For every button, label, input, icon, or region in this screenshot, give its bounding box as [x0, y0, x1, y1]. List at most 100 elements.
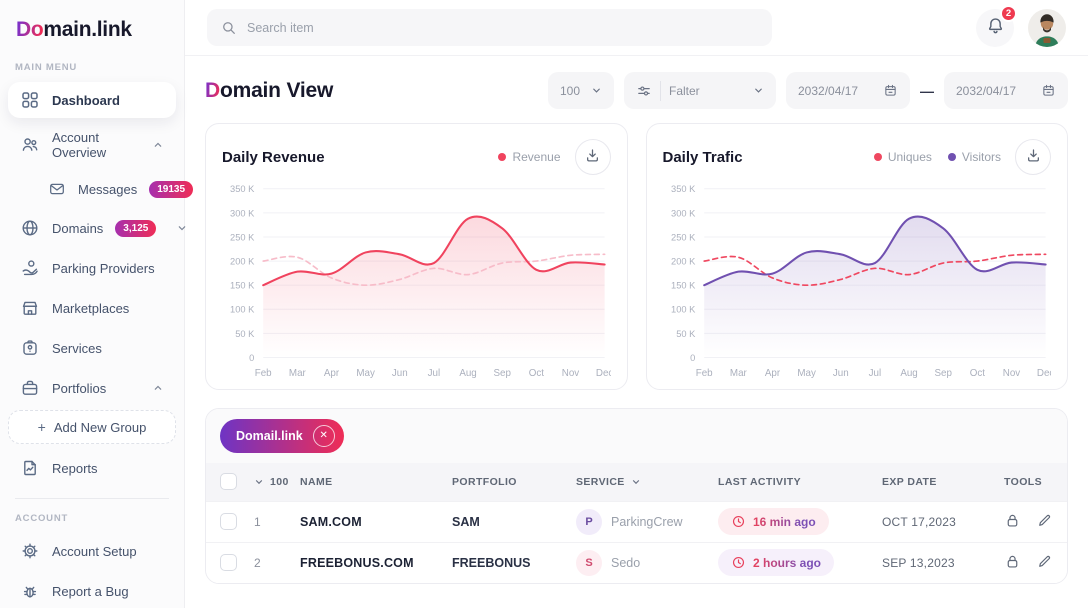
download-icon — [584, 147, 601, 167]
table-header-row: 100 NAME PORTFOLIO SERVICE LAST ACTIVITY… — [206, 462, 1067, 501]
sidebar-item-reports[interactable]: Reports — [8, 450, 176, 486]
download-chart-button[interactable] — [574, 139, 611, 175]
sidebar-item-portfolios[interactable]: Portfolios — [8, 370, 176, 406]
chevron-down-icon — [254, 477, 264, 487]
svg-text:May: May — [797, 368, 816, 379]
row-checkbox[interactable] — [220, 513, 237, 531]
search-input[interactable]: Search item — [207, 9, 772, 46]
sidebar-item-label: Report a Bug — [52, 583, 129, 599]
add-new-group-button[interactable]: + Add New Group — [8, 410, 176, 444]
sidebar-item-report-bug[interactable]: Report a Bug — [8, 573, 176, 608]
sidebar-item-label: Parking Providers — [52, 260, 155, 276]
service-avatar: S — [576, 549, 602, 576]
column-service[interactable]: SERVICE — [576, 476, 718, 488]
column-portfolio[interactable]: PORTFOLIO — [452, 475, 517, 488]
svg-text:300 K: 300 K — [230, 208, 255, 218]
svg-text:Jun: Jun — [832, 368, 848, 379]
sidebar-item-messages[interactable]: Messages 19135 — [8, 172, 194, 206]
date-range-separator: — — [920, 82, 934, 99]
tools-cell — [1004, 553, 1067, 573]
sidebar-item-dashboard[interactable]: Dashboard — [8, 82, 176, 118]
divider — [660, 80, 661, 101]
clock-icon — [731, 555, 746, 570]
edit-button[interactable] — [1036, 553, 1053, 573]
domain-name[interactable]: SAM.COM — [300, 514, 362, 529]
svg-text:Aug: Aug — [459, 368, 476, 379]
sidebar-item-label: Account Overview — [52, 130, 107, 160]
lock-button[interactable] — [1004, 553, 1021, 573]
avatar[interactable] — [1028, 8, 1066, 47]
legend-dot — [498, 153, 507, 161]
service-cell: S Sedo — [576, 549, 718, 576]
column-exp-date[interactable]: EXP DATE — [882, 475, 937, 488]
sidebar-item-marketplaces[interactable]: Marketplaces — [8, 290, 176, 326]
page-head: Domain View 100 Falter 2032/04/17 — [205, 72, 1068, 109]
page-controls: 100 Falter 2032/04/17 — — [548, 72, 1068, 109]
column-last-activity[interactable]: LAST ACTIVITY — [718, 475, 801, 488]
chevron-down-icon — [753, 85, 764, 96]
topbar: Search item 2 — [185, 0, 1088, 56]
app-logo[interactable]: Domain.link — [0, 14, 184, 58]
chart-legend: Revenue — [498, 150, 561, 164]
chevron-down-icon — [176, 222, 188, 234]
sidebar-item-parking-providers[interactable]: Parking Providers — [8, 250, 176, 286]
page-size-value: 100 — [560, 83, 581, 98]
lock-icon — [1004, 553, 1021, 573]
sidebar-item-services[interactable]: Services — [8, 330, 176, 366]
add-new-group-label: Add New Group — [53, 419, 147, 435]
logo-gradient-text: Do — [16, 18, 44, 41]
svg-text:Oct: Oct — [969, 368, 985, 379]
date-to-input[interactable]: 2032/04/17 — [944, 72, 1068, 109]
svg-text:350 K: 350 K — [671, 184, 696, 194]
service-name: ParkingCrew — [611, 514, 683, 529]
charts-row: Daily Revenue Revenue 350 K 300 K 250 K 200… — [205, 123, 1068, 390]
sidebar-item-label: Services — [52, 340, 102, 356]
sidebar-item-account-setup[interactable]: Account Setup — [8, 533, 176, 569]
last-activity-cell: 16 min ago — [718, 508, 882, 536]
service-cell: P ParkingCrew — [576, 508, 718, 535]
svg-text:Apr: Apr — [764, 368, 780, 379]
calendar-icon — [883, 83, 898, 98]
download-chart-button[interactable] — [1015, 139, 1051, 175]
svg-text:50 K: 50 K — [235, 329, 255, 339]
row-number: 2 — [254, 555, 261, 570]
svg-text:Sep: Sep — [493, 368, 511, 379]
svg-text:May: May — [356, 368, 375, 379]
row-checkbox[interactable] — [220, 554, 237, 572]
exp-date: OCT 17,2023 — [882, 514, 957, 529]
sidebar-item-domains[interactable]: Domains 3,125 — [8, 210, 186, 246]
notification-count-badge: 2 — [1000, 4, 1017, 22]
column-count[interactable]: 100 — [254, 476, 300, 488]
chevron-down-icon — [631, 477, 641, 487]
edit-button[interactable] — [1036, 512, 1053, 532]
filter-chip[interactable]: Domail.link ✕ — [220, 418, 344, 453]
select-all-checkbox[interactable] — [220, 473, 237, 491]
sidebar-item-account-overview[interactable]: Account Overview — [8, 122, 176, 168]
close-icon[interactable]: ✕ — [312, 424, 335, 447]
page-size-select[interactable]: 100 — [548, 72, 614, 109]
chart-legend: Uniques Visitors — [873, 150, 1001, 164]
svg-text:150 K: 150 K — [230, 281, 255, 291]
column-name[interactable]: NAME — [300, 475, 333, 488]
svg-text:Mar: Mar — [729, 368, 747, 379]
domain-name[interactable]: FREEBONUS.COM — [300, 555, 414, 570]
date-from-input[interactable]: 2032/04/17 — [786, 72, 910, 109]
calendar-icon — [1041, 83, 1056, 98]
legend-label: Revenue — [512, 150, 561, 164]
svg-text:250 K: 250 K — [230, 232, 255, 242]
page-title: Domain View — [205, 78, 334, 102]
filter-select[interactable]: Falter — [624, 72, 776, 109]
notifications-button[interactable]: 2 — [976, 4, 1017, 47]
column-tools: TOOLS — [1004, 475, 1042, 488]
svg-text:Jul: Jul — [868, 368, 881, 379]
daily-traffic-card: Daily Trafic Uniques Visitors 350 K 300 K… — [645, 123, 1068, 390]
chevron-up-icon — [152, 382, 164, 394]
domains-count-badge: 3,125 — [115, 219, 157, 237]
topbar-right: 2 — [976, 4, 1066, 47]
pencil-icon — [1036, 512, 1053, 532]
main-area: Search item 2 Domain View 100 — [185, 0, 1088, 608]
lock-button[interactable] — [1004, 512, 1021, 532]
sidebar-item-label: Domains — [52, 220, 104, 236]
svg-text:Oct: Oct — [529, 368, 545, 379]
